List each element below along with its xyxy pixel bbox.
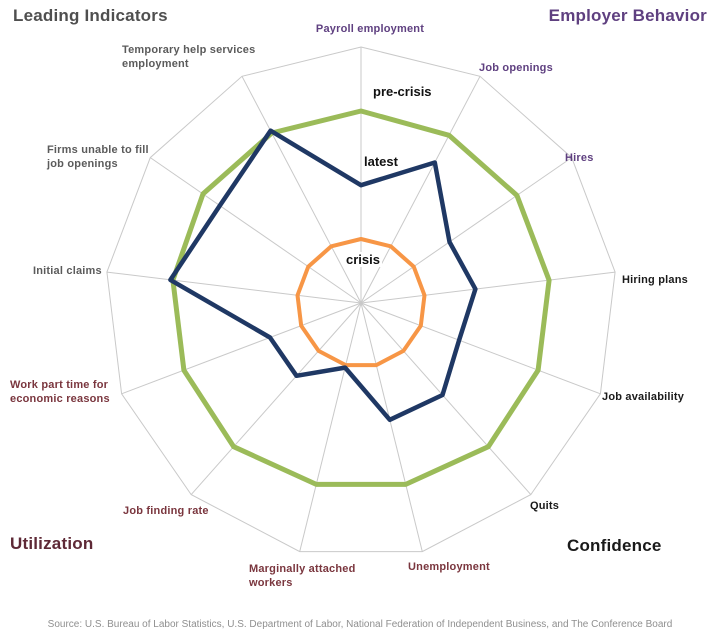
axis-label-hires: Hires xyxy=(565,152,594,164)
series-label-crisis: crisis xyxy=(344,252,382,267)
source-note: Source: U.S. Bureau of Labor Statistics,… xyxy=(47,619,673,630)
axis-label-hiring-plans: Hiring plans xyxy=(622,274,688,286)
axis-label-job-finding-rate: Job finding rate xyxy=(123,505,209,517)
chart-title-leading-indicators: Leading Indicators xyxy=(13,6,168,25)
axis-label-marginally-attached-workers: Marginally attached workers xyxy=(249,563,356,589)
series-label-pre-crisis: pre-crisis xyxy=(371,84,434,99)
chart-title-utilization: Utilization xyxy=(10,534,94,553)
axis-label-initial-claims: Initial claims xyxy=(33,265,102,277)
radar-series xyxy=(168,108,552,487)
axis-label-quits: Quits xyxy=(530,500,560,512)
series-label-latest: latest xyxy=(362,154,400,169)
chart-title-employer-behavior: Employer Behavior xyxy=(548,6,707,25)
axis-label-temporary-help: Temporary help services employment xyxy=(122,44,256,70)
axis-label-work-part-time: Work part time for economic reasons xyxy=(10,379,110,405)
chart-title-confidence: Confidence xyxy=(567,536,662,555)
radar-grid xyxy=(106,46,616,553)
axis-label-job-availability: Job availability xyxy=(602,391,685,403)
axis-label-job-openings: Job openings xyxy=(479,62,553,74)
axis-label-firms-unable-to-fill: Firms unable to fill job openings xyxy=(47,144,149,170)
axis-label-payroll-employment: Payroll employment xyxy=(315,23,425,35)
axis-label-unemployment: Unemployment xyxy=(408,561,490,573)
